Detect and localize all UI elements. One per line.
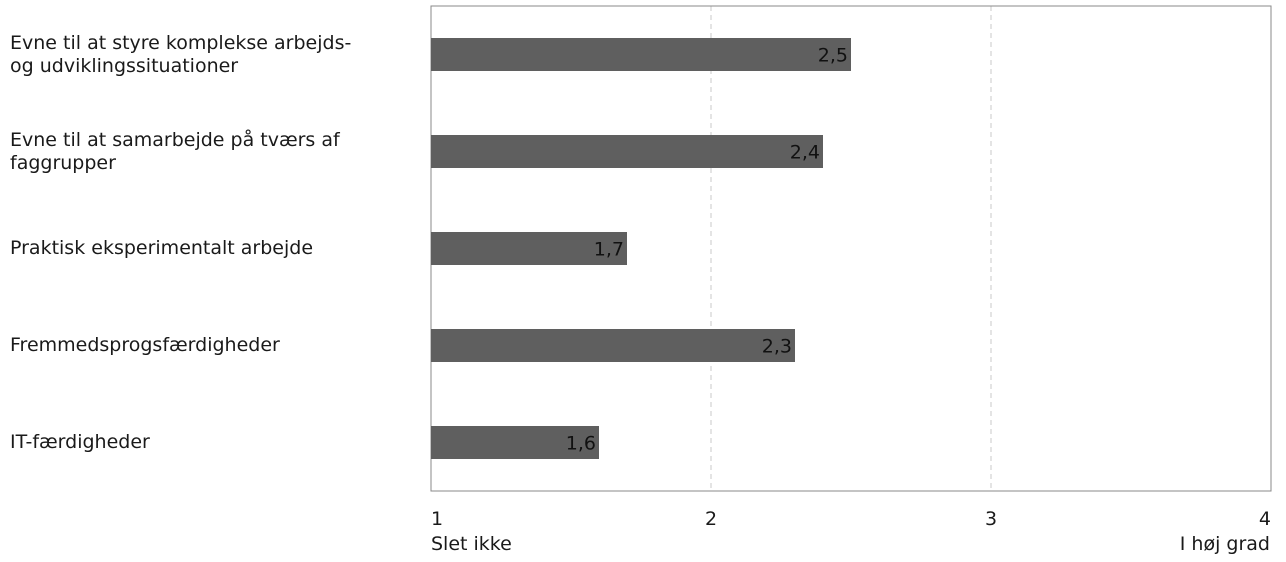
category-label-2: Evne til at samarbejde på tværs af faggr…: [10, 128, 340, 174]
bar-value-label-3: 1,7: [594, 239, 624, 261]
bar-value-label-1: 2,5: [818, 45, 848, 67]
x-tick-label-3: 3: [985, 508, 998, 530]
category-label-1: Evne til at styre komplekse arbejds- og …: [10, 31, 352, 77]
bar-value-label-5: 1,6: [566, 433, 596, 455]
x-tick-label-1: 1: [431, 508, 444, 530]
bar-2: [431, 135, 823, 168]
bar-3: [431, 232, 627, 265]
category-label-4: Fremmedsprogsfærdigheder: [10, 334, 280, 356]
category-label-3: Praktisk eksperimentalt arbejde: [10, 237, 314, 259]
bar-5: [431, 426, 599, 459]
x-axis-high-label: I høj grad: [1179, 533, 1270, 555]
bar-4: [431, 329, 795, 362]
x-axis-low-label: Slet ikke: [431, 533, 512, 555]
bar-value-label-2: 2,4: [790, 142, 820, 164]
category-label-5: IT-færdigheder: [10, 431, 150, 453]
x-tick-label-2: 2: [705, 508, 718, 530]
bar-value-label-4: 2,3: [762, 336, 792, 358]
bar-1: [431, 38, 851, 71]
x-tick-label-4: 4: [1258, 508, 1271, 530]
